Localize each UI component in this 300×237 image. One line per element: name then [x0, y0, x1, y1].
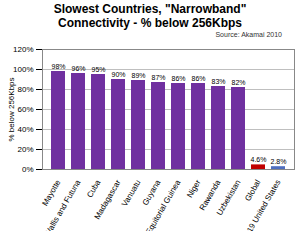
svg-text:100%: 100%: [13, 65, 33, 74]
svg-text:0%: 0%: [22, 165, 34, 174]
svg-text:Equitorial Guinea: Equitorial Guinea: [144, 178, 183, 231]
svg-text:Rawanda: Rawanda: [197, 178, 223, 213]
svg-text:86%: 86%: [171, 75, 185, 82]
svg-text:Guyana: Guyana: [141, 178, 163, 207]
svg-text:80%: 80%: [17, 85, 33, 94]
svg-text:Niger: Niger: [185, 178, 203, 199]
svg-text:120%: 120%: [13, 45, 33, 54]
html-text:Slowest Countries, "Narrowband: Slowest Countries, "Narrowband" Connecti…: [53, 2, 247, 30]
svg-text:60%: 60%: [17, 105, 33, 114]
svg-text:83%: 83%: [211, 78, 225, 85]
svg-text:4.6%: 4.6%: [251, 156, 267, 163]
svg-text:89%: 89%: [131, 72, 145, 79]
svg-text:Vanuatu: Vanuatu: [120, 178, 142, 208]
svg-text:119 United States: 119 United States: [243, 178, 282, 231]
svg-text:Cuba: Cuba: [85, 178, 103, 200]
svg-text:90%: 90%: [111, 71, 125, 78]
svg-text:Wallis and Futuna: Wallis and Futuna: [43, 178, 83, 231]
svg-text:Madagascar: Madagascar: [93, 178, 123, 221]
svg-text:Uzbekistan: Uzbekistan: [215, 178, 243, 217]
svg-text:87%: 87%: [151, 74, 165, 81]
svg-text:98%: 98%: [51, 63, 65, 70]
svg-text:82%: 82%: [231, 79, 245, 86]
svg-text:20%: 20%: [17, 145, 33, 154]
svg-text:Mayotte: Mayotte: [40, 178, 63, 208]
svg-text:2.8%: 2.8%: [271, 158, 287, 165]
svg-text:40%: 40%: [17, 125, 33, 134]
svg-text:96%: 96%: [71, 65, 85, 72]
svg-text:% below 256Kbps: % below 256Kbps: [7, 77, 16, 141]
svg-text:86%: 86%: [191, 75, 205, 82]
svg-text:Global: Global: [243, 178, 262, 203]
html-text:Source: Akamai 2010: Source: Akamai 2010: [215, 31, 282, 38]
svg-text:95%: 95%: [91, 66, 105, 73]
